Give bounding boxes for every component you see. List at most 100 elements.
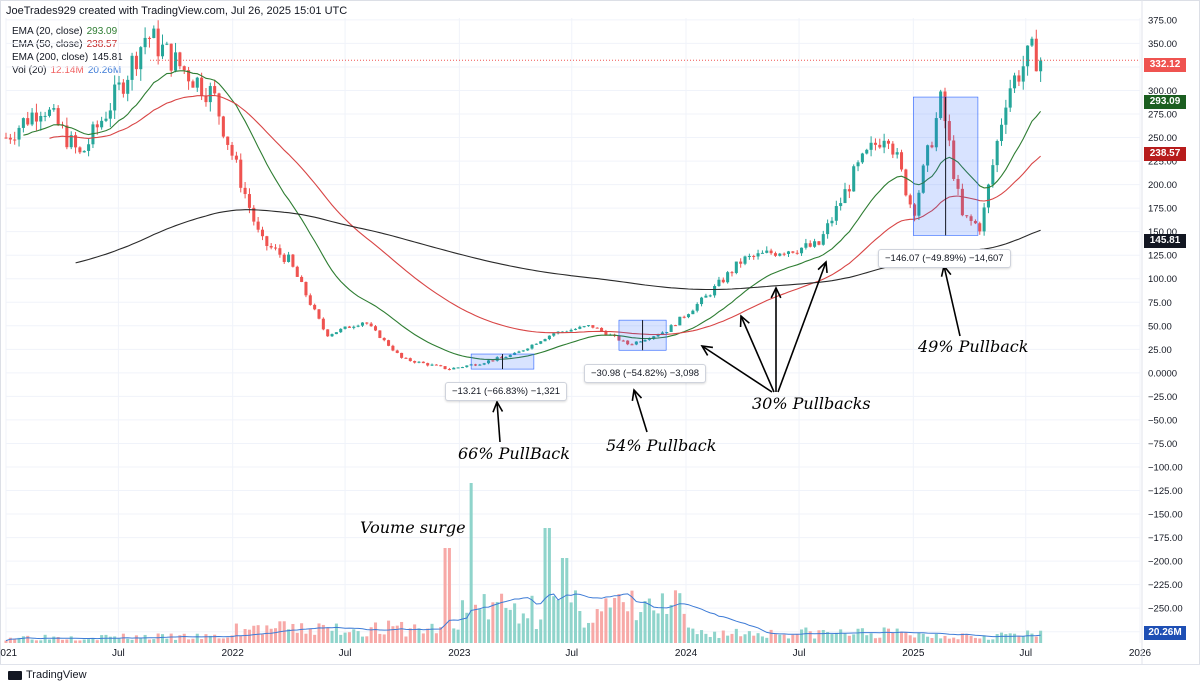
candle-body: [800, 247, 804, 254]
candle-body: [547, 335, 551, 340]
candle-body: [521, 350, 525, 352]
volume-bar: [304, 633, 308, 643]
legend-ema200[interactable]: EMA (200, close) 145.81: [12, 51, 123, 64]
volume-bar: [1004, 634, 1008, 643]
candle-body: [434, 364, 438, 366]
volume-bar: [417, 628, 421, 643]
candle-body: [626, 340, 630, 345]
volume-bar: [960, 633, 964, 643]
arrow-49: [943, 265, 961, 337]
candle-body: [726, 272, 730, 283]
candle-body: [174, 52, 178, 71]
tradingview-logo[interactable]: TradingView: [8, 669, 87, 681]
candle-body: [752, 255, 756, 257]
volume-bar: [739, 636, 743, 643]
volume-bar: [13, 638, 17, 643]
candle-body: [387, 340, 391, 346]
candle-body: [69, 135, 73, 148]
candle-body: [595, 327, 599, 329]
legend-ema20[interactable]: EMA (20, close) 293.09: [12, 25, 123, 38]
candle-body: [982, 207, 986, 232]
volume-bar: [591, 622, 595, 643]
candle-body: [91, 124, 95, 145]
candle-body: [13, 139, 17, 141]
candle-body: [708, 295, 712, 297]
volume-bar: [408, 628, 412, 643]
candle-body: [934, 118, 938, 148]
candle-body: [904, 169, 908, 196]
volume-bar: [326, 627, 330, 643]
volume-bar: [582, 627, 586, 643]
volume-bar: [174, 639, 178, 643]
candle-body: [869, 142, 873, 150]
volume-bar: [17, 637, 21, 643]
volume-bar: [152, 639, 156, 643]
arrow-30-a: [701, 345, 773, 393]
measure-label-66: −13.21 (−66.83%) −1,321: [445, 382, 568, 401]
volume-bar: [169, 633, 173, 643]
volume-bar: [91, 638, 95, 643]
candle-body: [21, 118, 25, 128]
candle-body: [256, 221, 260, 230]
volume-bar: [786, 638, 791, 643]
candle-body: [291, 254, 295, 267]
candle-body: [856, 162, 860, 167]
candle-body: [456, 367, 460, 369]
volume-bar: [956, 639, 960, 643]
volume-bar: [700, 630, 704, 643]
candle-body: [400, 352, 404, 358]
candle-body: [678, 316, 682, 326]
candle-body: [330, 334, 334, 337]
candle-body: [582, 326, 586, 328]
volume-bar: [665, 613, 669, 643]
volume-bar: [517, 623, 521, 643]
volume-bar: [543, 528, 547, 643]
x-tick-label: Jul: [565, 648, 578, 659]
candle-body: [82, 150, 86, 153]
candle-body: [30, 112, 34, 125]
y-tick-label: −25.00: [1148, 392, 1177, 403]
candle-body: [356, 325, 360, 327]
candle-body: [304, 281, 308, 296]
x-tick-label: Jul: [793, 648, 806, 659]
volume-bar: [1017, 635, 1021, 643]
volume-bar: [678, 593, 682, 643]
volume-bar: [595, 609, 599, 643]
volume-bar: [952, 637, 956, 643]
candle-body: [647, 338, 651, 340]
volume-bar: [26, 635, 30, 643]
volume-bar: [213, 634, 217, 643]
candle-body: [939, 91, 943, 119]
candle-body: [473, 364, 478, 366]
volume-bar: [608, 607, 612, 643]
candle-body: [139, 47, 143, 70]
candle-body: [1004, 107, 1008, 125]
volume-bar: [74, 640, 78, 643]
candle-body: [321, 318, 325, 330]
candle-body: [378, 330, 382, 338]
legend-volume[interactable]: Vol (20) 12.14M 20.26M: [12, 64, 123, 77]
volume-bar: [756, 633, 760, 643]
candle-body: [47, 109, 51, 116]
volume-bar: [473, 604, 478, 643]
volume-bar: [108, 636, 112, 643]
volume-bar: [378, 633, 382, 643]
volume-bar: [147, 639, 151, 643]
y-tick-label: 25.00: [1148, 345, 1172, 356]
volume-bar: [1030, 633, 1034, 643]
legend-ema50[interactable]: EMA (50, close) 238.57: [12, 38, 123, 51]
y-tick-label: −50.00: [1148, 415, 1177, 426]
volume-bar: [908, 635, 912, 643]
candle-body: [95, 124, 99, 128]
volume-bar: [743, 634, 747, 643]
volume-bar: [804, 627, 808, 643]
volume-bar: [769, 629, 773, 643]
candle-body: [739, 261, 743, 264]
volume-bar: [60, 639, 65, 643]
candle-body: [439, 365, 443, 367]
volume-bar: [352, 629, 356, 643]
volume-bar: [56, 637, 60, 643]
candle-body: [460, 367, 464, 369]
candle-body: [900, 152, 904, 170]
